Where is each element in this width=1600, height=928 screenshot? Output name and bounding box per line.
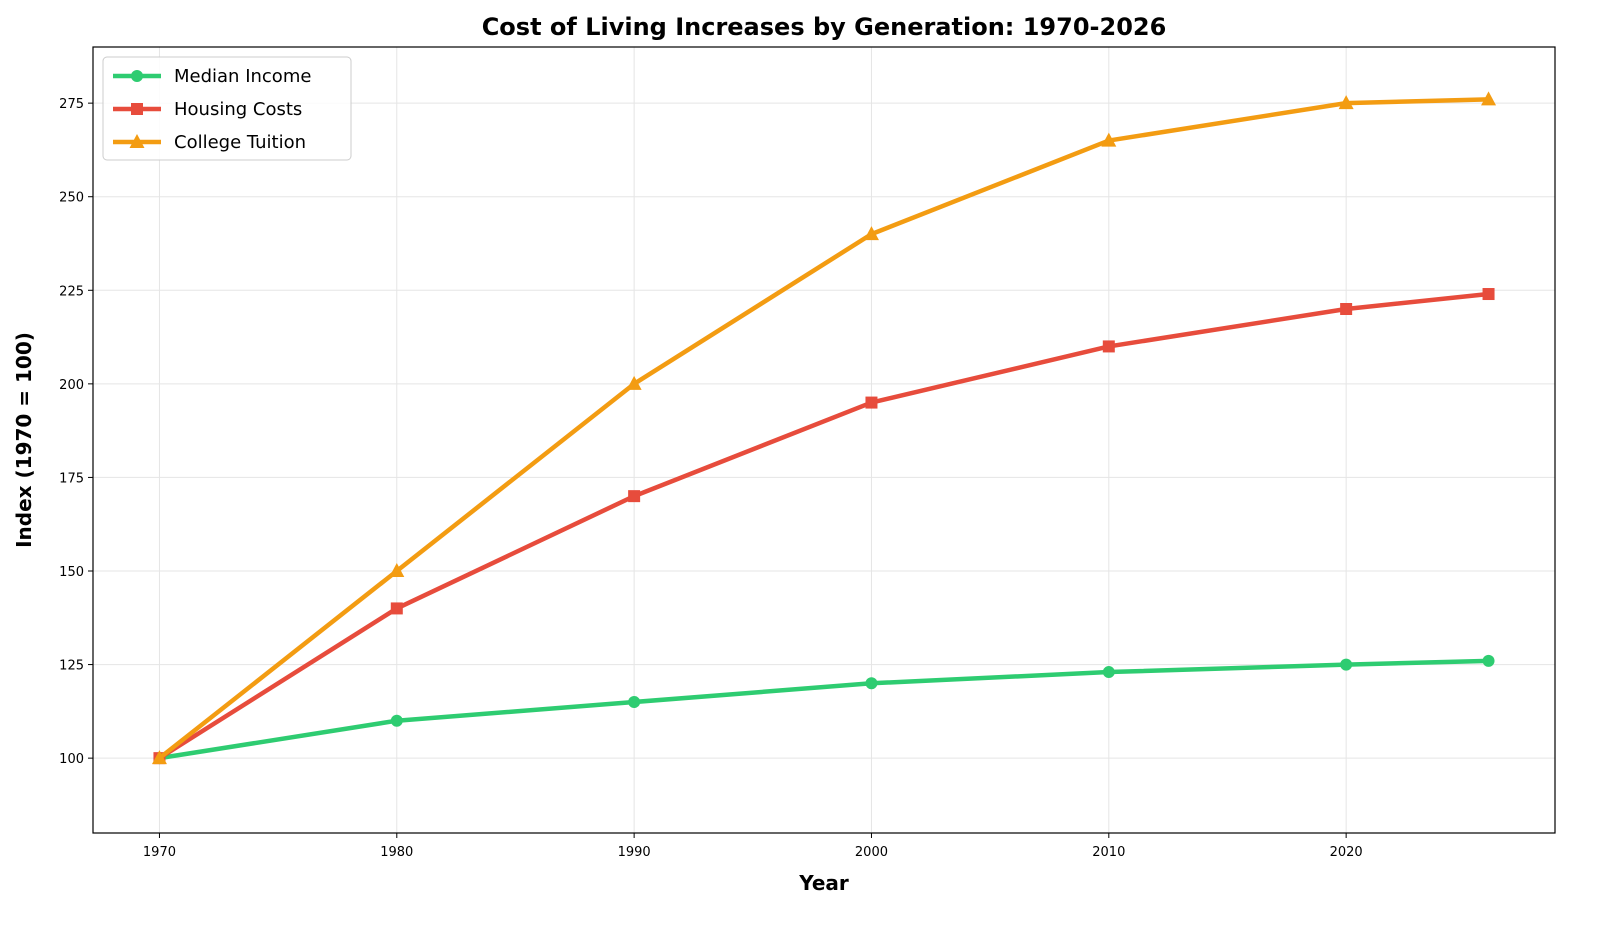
x-tick-label: 1990: [618, 845, 651, 860]
median-income-point: [628, 696, 641, 708]
chart-title: Cost of Living Increases by Generation: …: [482, 13, 1167, 41]
college-tuition-point: [151, 750, 167, 765]
legend: Median Income Housing Costs College Tuitio…: [102, 56, 352, 161]
y-tick-label: 275: [59, 97, 84, 112]
y-tick-label: 225: [59, 284, 84, 299]
median-income-series: [153, 654, 1495, 765]
legend-label: College Tuition: [174, 132, 306, 153]
x-tick-label: 2010: [1092, 845, 1125, 860]
x-tick-label: 1980: [380, 845, 413, 860]
y-tick-label: 100: [59, 752, 84, 767]
x-tick-label: 2000: [855, 845, 888, 860]
plot-frame: [92, 46, 1556, 834]
college-tuition-point: [1481, 91, 1497, 106]
housing-costs-point: [390, 602, 403, 615]
housing-costs-point: [865, 396, 878, 409]
college-tuition-point: [389, 563, 405, 577]
median-income-line: [159, 658, 1489, 761]
college-tuition-line: [158, 97, 1489, 760]
x-tick-label: 2020: [1330, 845, 1363, 860]
college-tuition-point: [626, 375, 642, 390]
y-axis-label: Index (1970 = 100): [12, 332, 36, 548]
college-tuition-legend-marker: [129, 134, 145, 148]
y-tick-label: 175: [59, 471, 84, 486]
y-tick-label: 150: [59, 565, 84, 580]
housing-costs-point: [1102, 340, 1115, 353]
college-tuition-point: [1338, 95, 1354, 110]
series-group: [151, 91, 1497, 765]
housing-costs-legend-marker: [131, 103, 143, 115]
legend-label: Housing Costs: [174, 99, 302, 120]
median-income-point: [390, 714, 403, 727]
median-income-point: [1340, 658, 1353, 671]
college-tuition-point: [863, 226, 879, 241]
housing-costs-point: [1482, 288, 1495, 301]
x-tick-label: 1970: [143, 845, 176, 860]
median-income-point: [1102, 666, 1115, 679]
y-tick-label: 250: [59, 191, 84, 206]
median-income-legend-marker: [131, 70, 143, 82]
y-tick-label: 200: [59, 378, 84, 393]
median-income-point: [1482, 654, 1495, 667]
housing-costs-point: [1340, 303, 1353, 315]
ticks: 1970 1980 1990 2000 2010 2020 100 125 150 175 200 2…: [59, 97, 1363, 860]
housing-costs-point: [628, 490, 641, 503]
median-income-point: [865, 677, 878, 690]
legend-label: Median Income: [174, 66, 311, 87]
y-tick-label: 125: [59, 659, 84, 674]
college-tuition-series: [151, 91, 1497, 765]
college-tuition-point: [1101, 132, 1117, 147]
grid: [93, 47, 1555, 833]
housing-costs-series: [153, 288, 1495, 765]
legend-box: [102, 56, 352, 161]
x-axis-label: Year: [798, 871, 849, 895]
